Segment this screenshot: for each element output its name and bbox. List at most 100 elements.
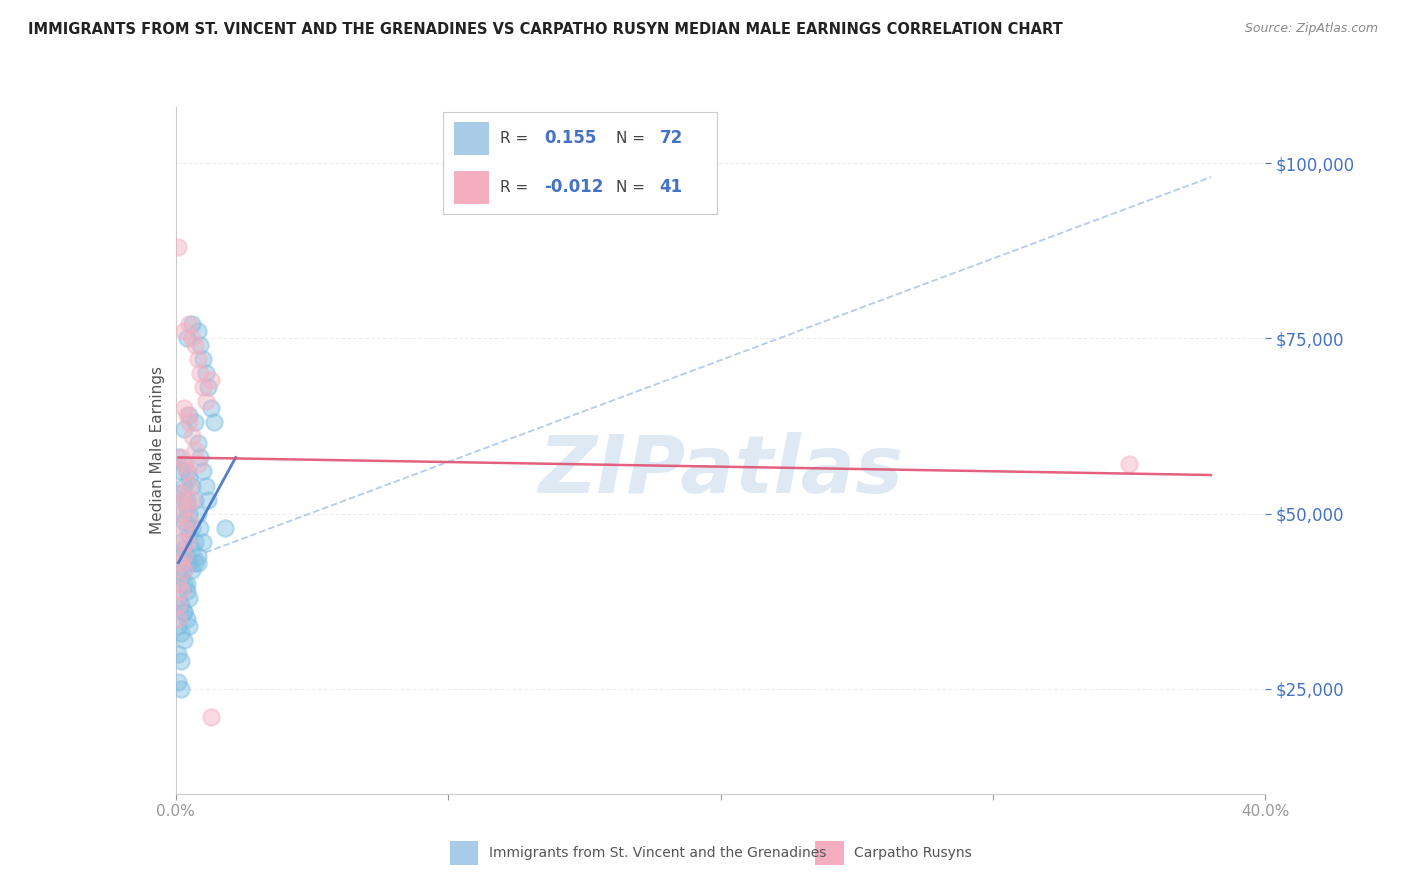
Point	[186, 436, 209, 450]
Point	[188, 450, 211, 465]
Point	[170, 450, 193, 465]
Point	[170, 534, 193, 549]
Point	[176, 465, 198, 479]
Point	[173, 605, 195, 619]
Point	[186, 507, 209, 521]
Point	[181, 478, 204, 492]
Text: Source: ZipAtlas.com: Source: ZipAtlas.com	[1244, 22, 1378, 36]
Point	[181, 429, 204, 443]
Point	[197, 492, 219, 507]
Bar	[454, 171, 489, 204]
Text: R =: R =	[501, 130, 534, 145]
Point	[181, 520, 204, 534]
Point	[176, 492, 198, 507]
Point	[179, 471, 201, 485]
Point	[188, 338, 211, 352]
Point	[167, 612, 190, 626]
Point	[170, 485, 193, 500]
Point	[173, 492, 195, 507]
Point	[184, 556, 207, 570]
Text: Immigrants from St. Vincent and the Grenadines: Immigrants from St. Vincent and the Gren…	[489, 846, 825, 860]
Point	[170, 549, 193, 563]
Point	[173, 563, 195, 577]
Text: Carpatho Rusyns: Carpatho Rusyns	[855, 846, 972, 860]
Y-axis label: Median Male Earnings: Median Male Earnings	[149, 367, 165, 534]
Point	[173, 324, 195, 338]
Text: R =: R =	[501, 180, 534, 195]
Point	[184, 534, 207, 549]
Point	[170, 465, 193, 479]
Point	[167, 647, 190, 661]
Point	[167, 591, 190, 605]
Point	[191, 465, 214, 479]
Point	[179, 507, 201, 521]
Point	[179, 514, 201, 528]
Point	[179, 556, 201, 570]
Point	[184, 492, 207, 507]
Point	[1118, 458, 1140, 472]
Point	[167, 240, 190, 254]
Point	[170, 534, 193, 549]
Point	[181, 492, 204, 507]
Point	[186, 458, 209, 472]
Point	[176, 612, 198, 626]
Point	[173, 541, 195, 556]
Point	[188, 367, 211, 381]
Point	[170, 569, 193, 583]
Point	[191, 352, 214, 367]
Point	[170, 654, 193, 668]
Point	[170, 625, 193, 640]
Point	[194, 367, 217, 381]
Bar	[815, 841, 844, 864]
Point	[184, 443, 207, 458]
Bar	[454, 122, 489, 154]
Point	[167, 598, 190, 612]
Point	[179, 527, 201, 541]
Text: IMMIGRANTS FROM ST. VINCENT AND THE GRENADINES VS CARPATHO RUSYN MEDIAN MALE EAR: IMMIGRANTS FROM ST. VINCENT AND THE GREN…	[28, 22, 1063, 37]
Point	[173, 458, 195, 472]
Text: 72: 72	[659, 129, 683, 147]
Point	[176, 576, 198, 591]
Text: 0.155: 0.155	[544, 129, 596, 147]
Point	[202, 416, 225, 430]
Point	[167, 674, 190, 689]
Point	[181, 318, 204, 332]
Point	[181, 541, 204, 556]
Point	[173, 520, 195, 534]
Point	[173, 478, 195, 492]
Point	[194, 478, 217, 492]
Text: 41: 41	[659, 178, 682, 196]
Point	[194, 394, 217, 409]
Point	[179, 591, 201, 605]
Point	[186, 556, 209, 570]
Point	[173, 422, 195, 436]
Point	[173, 492, 195, 507]
Point	[170, 681, 193, 696]
Point	[176, 500, 198, 514]
Text: N =: N =	[616, 180, 650, 195]
Point	[167, 450, 190, 465]
Point	[167, 576, 190, 591]
Point	[173, 632, 195, 647]
Point	[184, 338, 207, 352]
Point	[200, 401, 222, 416]
Point	[191, 534, 214, 549]
Point	[170, 507, 193, 521]
Point	[186, 324, 209, 338]
Point	[179, 478, 201, 492]
Point	[173, 458, 195, 472]
Point	[173, 401, 195, 416]
Point	[170, 598, 193, 612]
Point	[170, 507, 193, 521]
Point	[176, 465, 198, 479]
Point	[184, 416, 207, 430]
Point	[170, 583, 193, 598]
Point	[167, 618, 190, 632]
Point	[176, 583, 198, 598]
Point	[176, 409, 198, 423]
Point	[167, 563, 190, 577]
Point	[170, 556, 193, 570]
Point	[173, 514, 195, 528]
Bar	[450, 841, 478, 864]
Point	[176, 331, 198, 345]
